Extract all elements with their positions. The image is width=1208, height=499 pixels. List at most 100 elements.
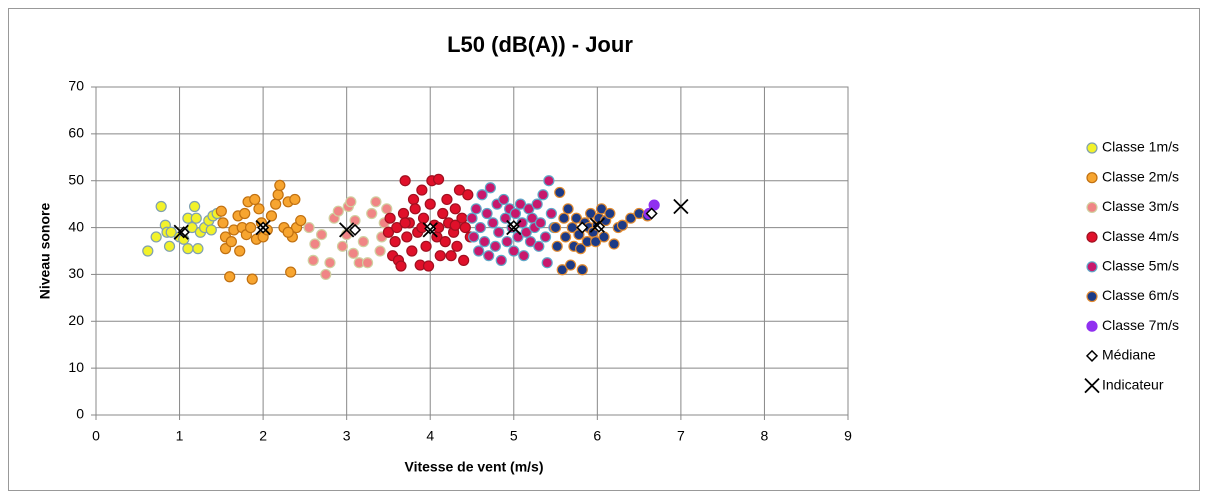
point — [239, 207, 251, 220]
point — [309, 238, 321, 250]
point — [570, 212, 583, 224]
point — [498, 193, 510, 206]
point — [391, 221, 403, 234]
point — [249, 193, 261, 206]
point — [357, 236, 369, 248]
x-tick-label: 9 — [844, 428, 852, 444]
point — [514, 198, 527, 210]
point — [441, 193, 453, 206]
point — [625, 212, 637, 224]
point — [316, 229, 328, 241]
point — [188, 200, 201, 213]
indicator-point — [173, 224, 189, 240]
point — [458, 254, 470, 266]
legend-marker — [1086, 261, 1098, 273]
point — [534, 217, 547, 229]
point — [382, 226, 395, 238]
point — [155, 200, 167, 213]
x-tick-label: 8 — [761, 428, 769, 444]
point — [225, 236, 237, 248]
x-tick-label: 5 — [510, 428, 518, 444]
point — [501, 236, 513, 248]
point — [459, 221, 471, 234]
y-tick-label: 30 — [68, 265, 84, 281]
point — [616, 219, 629, 231]
point — [434, 250, 446, 262]
point — [406, 245, 418, 257]
point — [361, 257, 374, 269]
point — [470, 203, 482, 215]
indicator-point — [589, 217, 605, 233]
legend-marker — [1085, 349, 1099, 362]
point — [282, 226, 294, 238]
point — [449, 219, 461, 231]
point — [272, 189, 284, 201]
y-tick-label: 70 — [68, 78, 84, 94]
point — [270, 198, 282, 210]
point — [265, 210, 278, 222]
legend-marker — [1086, 172, 1098, 184]
point — [395, 260, 407, 272]
point — [481, 207, 493, 220]
legend-marker — [1086, 231, 1098, 243]
point — [401, 231, 413, 243]
x-tick-label: 3 — [343, 428, 351, 444]
point — [453, 184, 466, 196]
point — [516, 217, 528, 229]
point — [493, 226, 505, 238]
point — [575, 243, 587, 255]
point — [224, 271, 236, 283]
point — [320, 268, 332, 281]
point — [539, 231, 552, 243]
point — [163, 240, 176, 252]
indicator-point — [506, 219, 522, 236]
indicator-point — [339, 222, 355, 238]
point — [489, 240, 501, 252]
point — [549, 221, 562, 234]
chart-border — [8, 8, 1200, 491]
point — [518, 250, 530, 262]
point — [478, 236, 491, 248]
median-point — [576, 221, 589, 234]
plot-frame — [95, 86, 849, 416]
point — [407, 193, 420, 206]
legend-label: Médiane — [1102, 347, 1156, 363]
point — [142, 245, 154, 257]
point — [556, 264, 568, 276]
point — [409, 203, 421, 215]
point — [422, 260, 435, 272]
point — [531, 198, 543, 210]
legend-label: Classe 2m/s — [1102, 168, 1179, 184]
point — [495, 254, 507, 266]
x-tick-label: 0 — [92, 428, 100, 444]
point — [347, 247, 359, 259]
point — [303, 221, 315, 234]
point — [541, 257, 553, 269]
point — [474, 221, 486, 234]
point — [449, 203, 461, 215]
point — [598, 231, 610, 243]
point — [551, 240, 563, 252]
indicator-point — [422, 222, 438, 238]
y-tick-label: 20 — [68, 312, 84, 328]
point — [509, 207, 522, 220]
legend-label: Classe 3m/s — [1102, 198, 1179, 214]
x-tick-label: 7 — [677, 428, 685, 444]
point — [192, 243, 204, 255]
y-tick-label: 60 — [68, 125, 84, 141]
y-tick-label: 10 — [68, 359, 84, 375]
point — [604, 207, 616, 220]
point — [595, 203, 608, 215]
point — [332, 205, 344, 217]
point — [416, 184, 428, 196]
point — [289, 193, 301, 206]
point — [483, 250, 495, 262]
legend-marker — [1084, 377, 1100, 394]
legend-marker — [1086, 142, 1098, 154]
point — [384, 212, 396, 224]
point — [554, 186, 566, 199]
point — [397, 207, 410, 220]
point — [484, 182, 496, 194]
point — [374, 245, 386, 257]
